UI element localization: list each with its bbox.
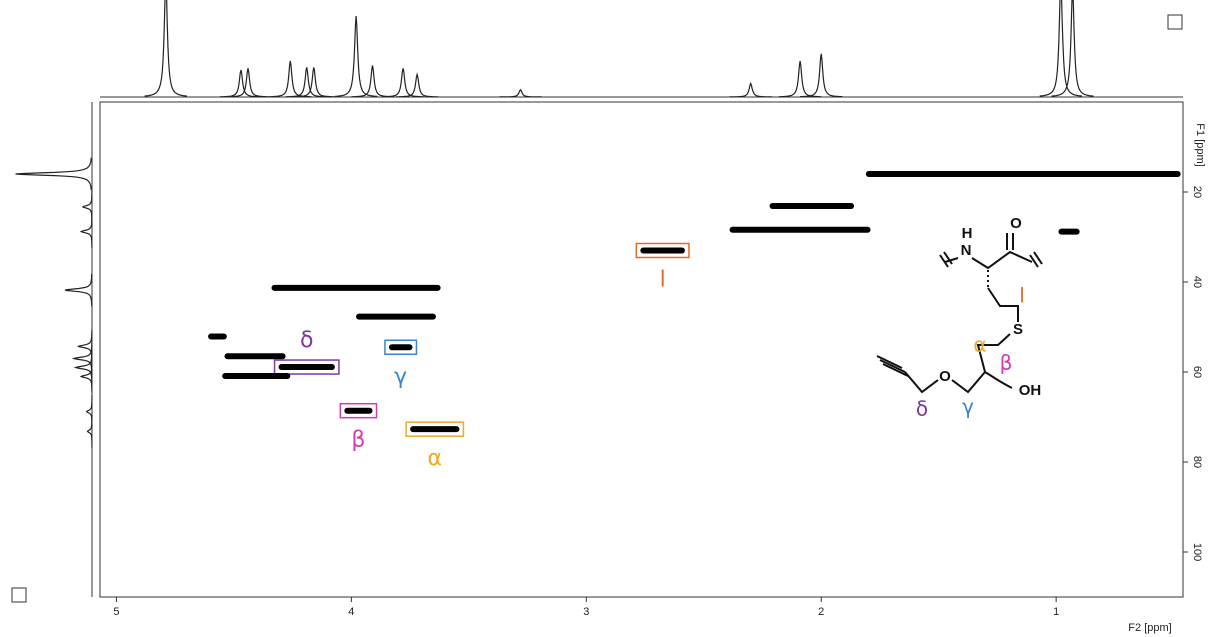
cross-peak [410, 426, 460, 433]
cross-peak [769, 202, 855, 209]
cross-peak [271, 284, 441, 291]
x-tick-label: 1 [1053, 606, 1059, 618]
projection-peak [219, 69, 263, 98]
cross-peak [224, 353, 286, 360]
y-tick-label: 100 [1191, 543, 1203, 561]
plot-frame [99, 101, 1184, 598]
x-axis-label: F2 [ppm] [1128, 622, 1171, 634]
cross-peak [208, 333, 227, 340]
cross-peak [729, 226, 871, 233]
projection-peak [292, 67, 335, 98]
projection-peak [381, 68, 425, 98]
x-tick-label: 4 [348, 606, 354, 618]
atom: N [961, 242, 972, 259]
projection-peak [144, 0, 187, 97]
peak-highlight [273, 359, 340, 375]
peak-highlight [384, 339, 418, 355]
projection-peak [15, 157, 92, 191]
x-tick-label: 3 [583, 606, 589, 618]
projection-peak [778, 60, 822, 98]
projection-peak [729, 81, 772, 98]
atom: OH [1019, 382, 1042, 399]
cross-peak [222, 373, 291, 380]
projection-peak [85, 395, 93, 428]
structure-label: α [973, 333, 986, 357]
atom: H [962, 225, 973, 242]
peak-label: γ [394, 364, 407, 389]
projection-peak [86, 415, 93, 448]
peak-highlight [339, 402, 378, 419]
structure-label: β [1000, 351, 1013, 375]
bond [971, 250, 1043, 270]
projection-peak [64, 273, 93, 307]
cross-peak [865, 171, 1181, 177]
structure-label: l [1019, 284, 1025, 308]
projection-peak [1039, 0, 1083, 97]
cross-peak [640, 247, 685, 254]
projection-peak [79, 215, 93, 248]
atom: O [1010, 215, 1022, 232]
atom: O [939, 368, 951, 385]
corner-box [11, 587, 27, 603]
bond [876, 287, 1019, 394]
corner-box [1167, 14, 1183, 30]
cross-peak [1058, 228, 1080, 235]
cross-peak [344, 407, 373, 414]
structure: H N O S O OH l α β γ δ [876, 215, 1043, 421]
peak-label: δ [300, 328, 313, 353]
projection-peak [351, 65, 394, 98]
peak-highlight [405, 421, 465, 437]
y-tick-label: 40 [1191, 276, 1203, 288]
x-tick-label: 5 [113, 606, 119, 618]
structure-label: γ [962, 395, 974, 419]
peak-label: l [660, 268, 666, 293]
cross-peak [388, 344, 413, 351]
projection-peak [334, 15, 378, 97]
projection-peak [226, 68, 270, 98]
projection-peak [800, 53, 843, 98]
cross-peak [356, 313, 436, 320]
bond [939, 251, 959, 268]
projection-peak [73, 351, 93, 384]
projection-peak [1051, 0, 1094, 97]
projection-peak [396, 72, 439, 98]
projection-peak [499, 88, 542, 98]
structure-label: δ [916, 397, 928, 421]
projection-peak [81, 190, 93, 224]
bond [984, 371, 1013, 389]
bond [1006, 233, 1014, 250]
peak-label: β [351, 428, 365, 453]
y-tick-label: 60 [1191, 366, 1203, 378]
projection-peak [79, 360, 93, 393]
x-tick-label: 2 [818, 606, 824, 618]
peak-label: α [428, 446, 443, 471]
y-tick-label: 20 [1191, 186, 1203, 198]
y-axis-label: F1 [ppm] [1194, 123, 1206, 166]
peak-highlight [635, 242, 690, 259]
atom: S [1013, 321, 1023, 338]
y-tick-label: 80 [1191, 456, 1203, 468]
cross-peak [278, 364, 335, 371]
